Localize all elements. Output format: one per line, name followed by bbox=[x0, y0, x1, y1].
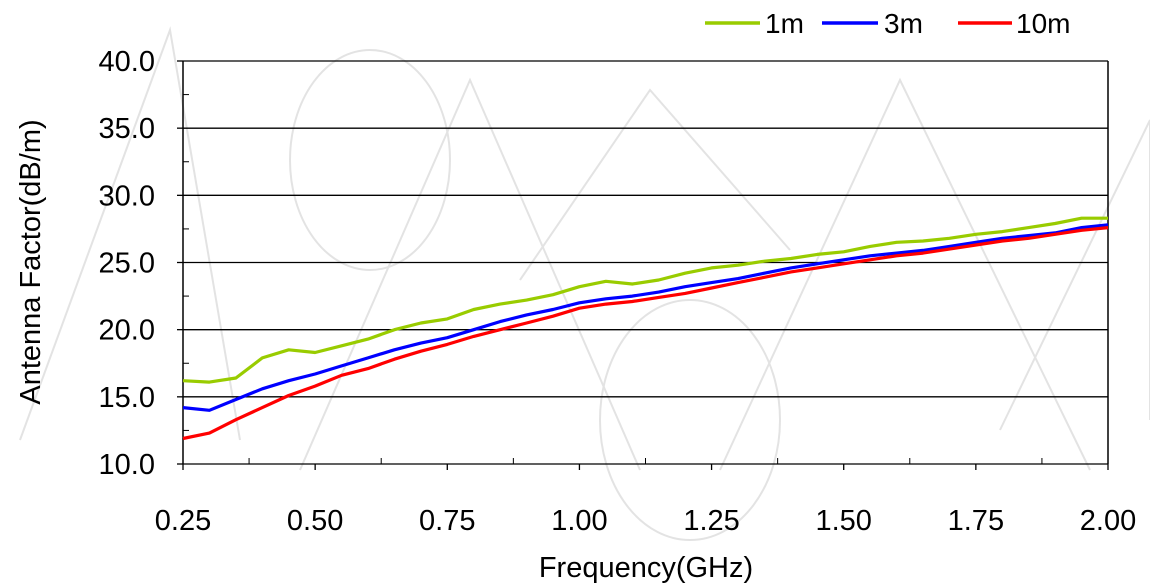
watermark-stroke bbox=[19, 26, 241, 441]
x-tick-label: 2.00 bbox=[1080, 505, 1136, 537]
x-tick-label: 1.25 bbox=[683, 505, 739, 537]
x-tick-label: 1.75 bbox=[948, 505, 1004, 537]
x-axis-label: Frequency(GHz) bbox=[539, 552, 753, 584]
y-tick-label: 25.0 bbox=[99, 248, 155, 280]
x-tick-label: 0.75 bbox=[419, 505, 475, 537]
x-tick-label: 1.50 bbox=[815, 505, 871, 537]
legend-label-10m: 10m bbox=[1016, 8, 1070, 39]
watermark-stroke bbox=[299, 77, 641, 471]
x-tick-label: 0.25 bbox=[155, 505, 211, 537]
y-tick-label: 10.0 bbox=[99, 449, 155, 481]
y-tick-label: 40.0 bbox=[99, 46, 155, 78]
watermark-stroke bbox=[289, 49, 451, 271]
x-tick-label: 0.50 bbox=[287, 505, 343, 537]
grid bbox=[183, 60, 1108, 465]
y-tick-label: 35.0 bbox=[99, 113, 155, 145]
watermark-stroke bbox=[519, 88, 791, 281]
x-tick-label: 1.00 bbox=[551, 505, 607, 537]
y-axis-label: Antenna Factor(dB/m) bbox=[15, 119, 47, 404]
legend-label-1m: 1m bbox=[765, 8, 804, 39]
watermark-stroke bbox=[999, 119, 1150, 431]
watermark-stroke bbox=[719, 77, 1091, 471]
legend-label-3m: 3m bbox=[884, 8, 923, 39]
series-line-1m bbox=[182, 216, 1108, 384]
y-tick-label: 30.0 bbox=[99, 180, 155, 212]
axes: 10.0 15.0 20.0 25.0 30.0 35.0 40.0 0.25 0.50 0.75… bbox=[99, 46, 1137, 537]
y-tick-label: 20.0 bbox=[99, 315, 155, 347]
y-tick-label: 15.0 bbox=[99, 382, 155, 414]
series-line-10m bbox=[182, 226, 1109, 441]
watermark bbox=[19, 26, 1150, 541]
watermark-stroke bbox=[599, 299, 781, 541]
legend: 1m 3m 10m bbox=[705, 8, 1070, 39]
series bbox=[182, 216, 1109, 441]
series-line-3m bbox=[182, 223, 1109, 412]
